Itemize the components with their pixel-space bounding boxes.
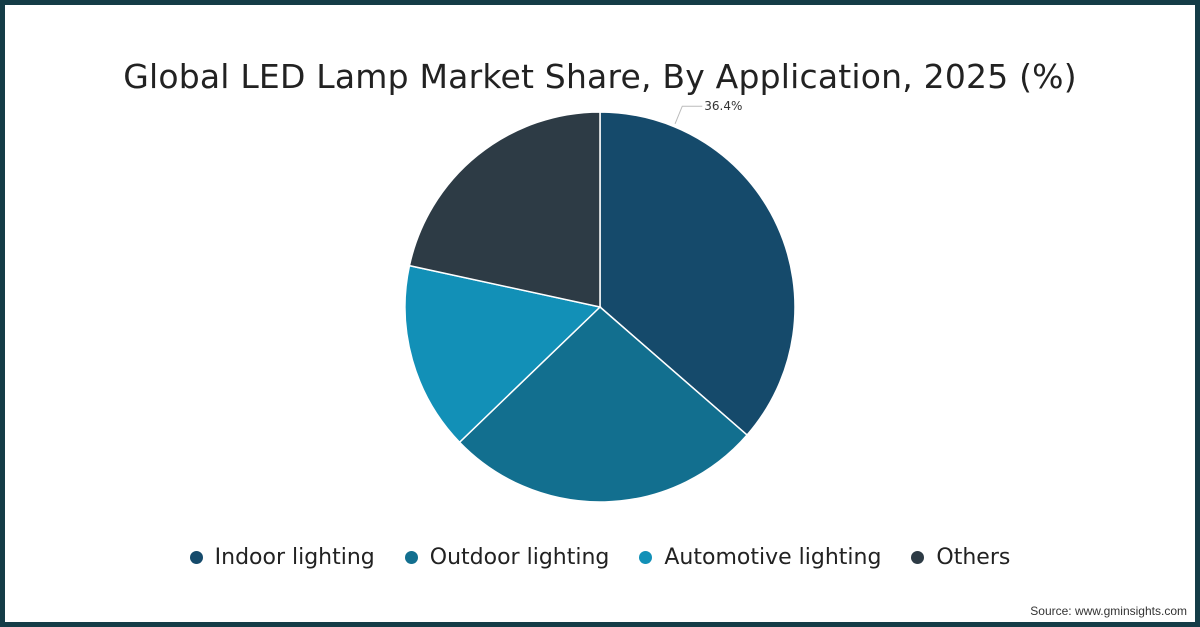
chart-title: Global LED Lamp Market Share, By Applica… xyxy=(123,57,1077,96)
legend-label: Indoor lighting xyxy=(214,545,375,570)
legend-dot-icon xyxy=(639,551,653,564)
pie-slice-indoor-lighting xyxy=(599,111,796,437)
pie-slice-others xyxy=(408,111,601,308)
legend-dot-icon xyxy=(911,551,925,564)
legend-item-others: Others xyxy=(911,545,1010,570)
legend-label: Automotive lighting xyxy=(664,545,882,570)
legend-item-outdoor-lighting: Outdoor lighting xyxy=(404,545,610,570)
data-label-indoor-lighting: 36.4% xyxy=(704,99,742,113)
pie-slice-automotive-lighting xyxy=(404,264,602,444)
pie-slice-outdoor-lighting xyxy=(458,305,749,503)
data-label-leader-indoor-lighting xyxy=(674,105,703,124)
pie-chart: 36.4% xyxy=(404,99,796,503)
legend-label: Outdoor lighting xyxy=(429,545,610,570)
legend-label: Others xyxy=(936,545,1011,570)
legend-item-indoor-lighting: Indoor lighting xyxy=(189,545,375,570)
legend: Indoor lighting Outdoor lighting Automotiv… xyxy=(5,545,1195,570)
legend-item-automotive-lighting: Automotive lighting xyxy=(639,545,881,570)
legend-dot-icon xyxy=(404,551,418,564)
source-note: Source: www.gminsights.com xyxy=(1030,604,1187,618)
legend-dot-icon xyxy=(189,551,203,564)
